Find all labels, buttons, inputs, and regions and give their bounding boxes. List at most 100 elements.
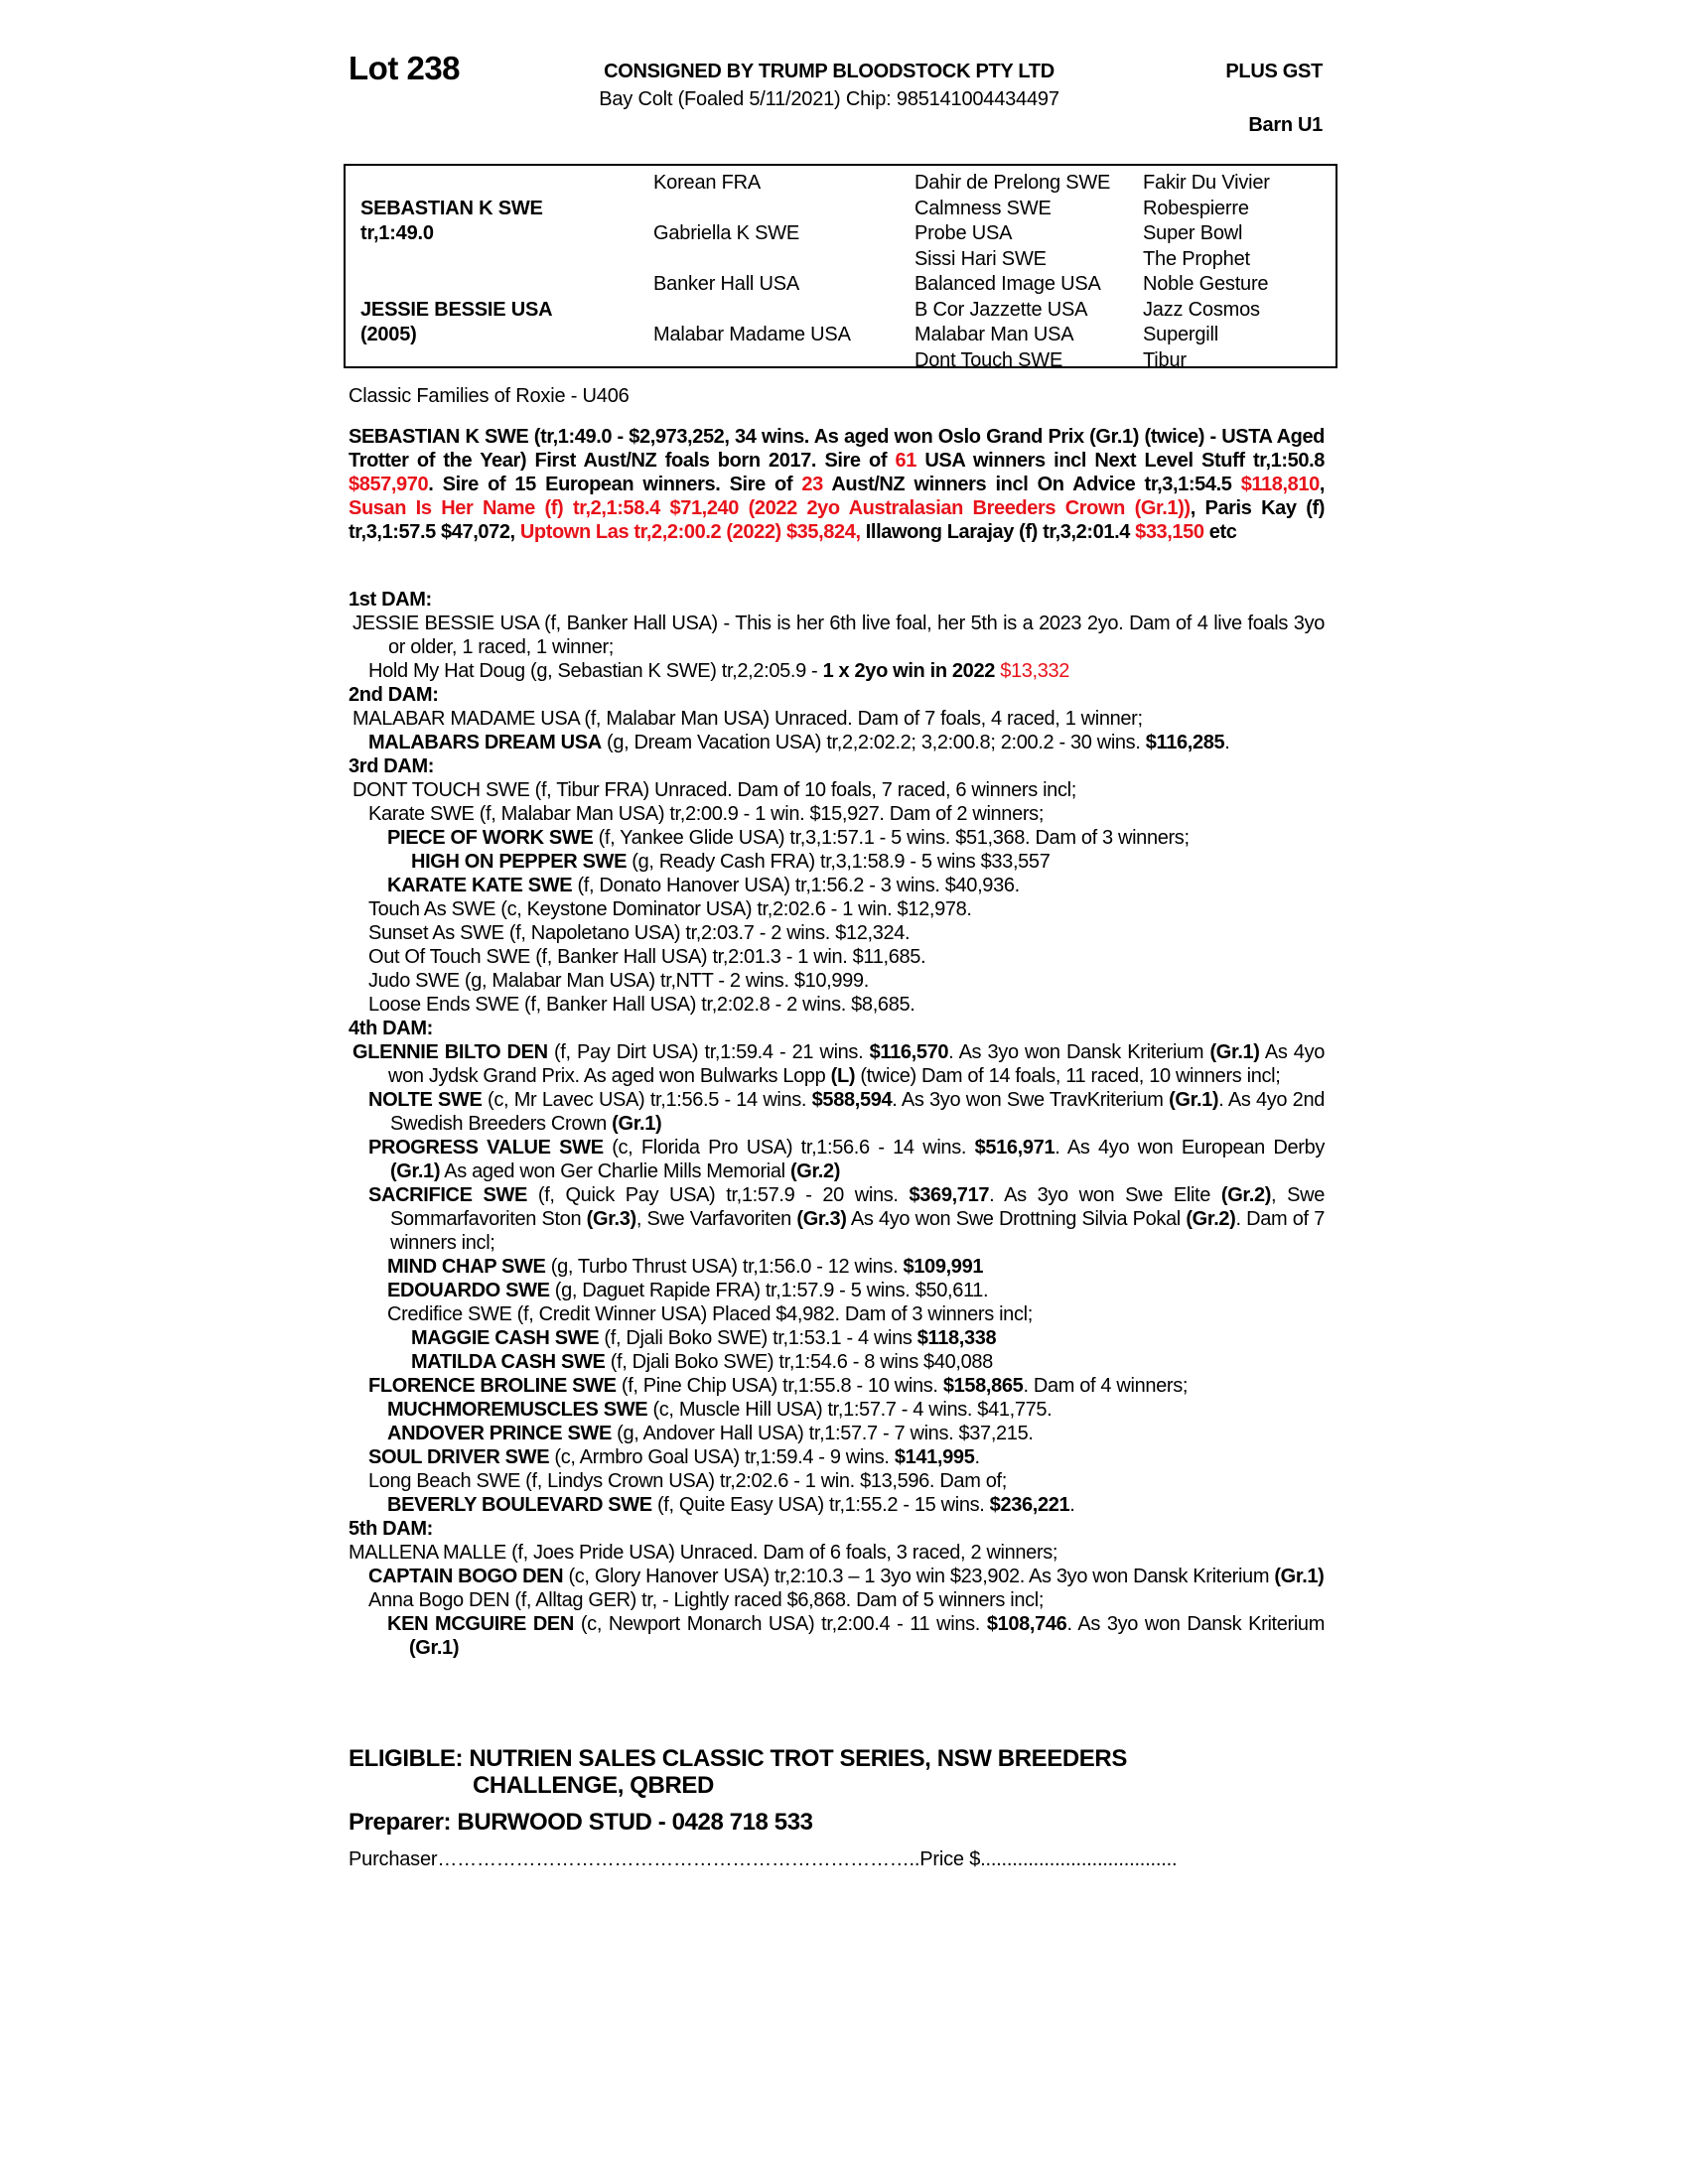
dam-entry: Hold My Hat Doug (g, Sebastian K SWE) tr… [349, 659, 1325, 683]
pedigree-gen3: Calmness SWE [914, 197, 1052, 219]
text-run: BEVERLY BOULEVARD SWE [387, 1494, 652, 1516]
text-run: (f, Djali Boko SWE) tr,1:53.1 - 4 wins [599, 1327, 917, 1349]
text-run: 23 [801, 474, 823, 495]
eligibility-line: CHALLENGE, QBRED [473, 1772, 714, 1799]
text-run: PIECE OF WORK SWE [387, 827, 594, 849]
dam-entry: EDOUARDO SWE (g, Daguet Rapide FRA) tr,1… [349, 1279, 1325, 1302]
text-run: etc [1203, 521, 1237, 543]
text-run: PROGRESS VALUE SWE [368, 1137, 604, 1159]
dam-entry: SACRIFICE SWE (f, Quick Pay USA) tr,1:57… [349, 1183, 1325, 1255]
text-run: Sunset As SWE (f, Napoletano USA) tr,2:0… [368, 922, 911, 944]
text-run: . [974, 1446, 980, 1468]
dam-entry: FLORENCE BROLINE SWE (f, Pine Chip USA) … [349, 1374, 1325, 1398]
text-run: MALABARS DREAM USA [368, 732, 602, 753]
text-run: $588,594 [811, 1089, 893, 1111]
text-run: DONT TOUCH SWE (f, Tibur FRA) Unraced. D… [352, 779, 1076, 801]
text-run: . [1069, 1494, 1075, 1516]
text-run: , Paris Kay (f) tr,3,1:57.5 $47,072, [349, 497, 1326, 543]
dam-heading: 5th DAM: [349, 1518, 433, 1540]
pedigree-gen2: Malabar Madame USA [653, 324, 851, 345]
eligibility: ELIGIBLE: NUTRIEN SALES CLASSIC TROT SER… [349, 1745, 1127, 1799]
text-run: (c, Newport Monarch USA) tr,2:00.4 - 11 … [574, 1613, 987, 1635]
text-run: . As 3yo won Dansk Kriterium [948, 1041, 1210, 1063]
text-run: EDOUARDO SWE [387, 1280, 550, 1301]
text-run: MIND CHAP SWE [387, 1256, 546, 1278]
text-run: (g, Daguet Rapide FRA) tr,1:57.9 - 5 win… [549, 1280, 989, 1301]
dam-entry: Credifice SWE (f, Credit Winner USA) Pla… [349, 1302, 1325, 1326]
dam-entry: ANDOVER PRINCE SWE (g, Andover Hall USA)… [349, 1422, 1325, 1445]
text-run: (Gr.2) [789, 1160, 841, 1182]
text-run: Hold My Hat Doug (g, Sebastian K SWE) tr… [368, 660, 823, 682]
purchaser-price-line: Purchaser………………………………………………………………..Price… [349, 1848, 1178, 1870]
text-run: $118,810 [1240, 474, 1321, 495]
pedigree-gen3: Dont Touch SWE [914, 348, 1063, 371]
dam-heading: 2nd DAM: [349, 684, 439, 706]
pedigree-gen3: Probe USA [914, 222, 1013, 244]
text-run: $516,971 [974, 1137, 1055, 1159]
dam-entry: Sunset As SWE (f, Napoletano USA) tr,2:0… [349, 921, 1325, 945]
text-run: (Gr.1) [612, 1113, 662, 1135]
dam-entry: Anna Bogo DEN (f, Alltag GER) tr, - Ligh… [349, 1588, 1325, 1612]
text-run: (Gr.1) [1169, 1089, 1219, 1111]
dam-entry: DONT TOUCH SWE (f, Tibur FRA) Unraced. D… [349, 778, 1325, 802]
text-run: As aged won Ger Charlie Mills Memorial [440, 1160, 790, 1182]
pedigree-gen3: Dahir de Prelong SWE [914, 172, 1111, 194]
text-run: $33,150 [1135, 521, 1204, 543]
text-run: KARATE KATE SWE [387, 875, 573, 896]
dam-entry: Judo SWE (g, Malabar Man USA) tr,NTT - 2… [349, 969, 1325, 993]
dam-entry: MIND CHAP SWE (g, Turbo Thrust USA) tr,1… [349, 1255, 1325, 1279]
dam-entry: MALABARS DREAM USA (g, Dream Vacation US… [349, 731, 1325, 754]
text-run: $236,221 [989, 1494, 1070, 1516]
sire-paragraph: SEBASTIAN K SWE (tr,1:49.0 - $2,973,252,… [349, 425, 1325, 544]
text-run: . As 3yo won Dansk Kriterium [1066, 1613, 1325, 1635]
pedigree-gen3: B Cor Jazzette USA [914, 298, 1088, 321]
dam-year: (2005) [360, 324, 417, 345]
pedigree-gen2: Banker Hall USA [653, 273, 800, 295]
sire-name: SEBASTIAN K SWE [360, 197, 543, 219]
text-run: $13,332 [1000, 660, 1070, 682]
dam-entry: JESSIE BESSIE USA (f, Banker Hall USA) -… [349, 612, 1325, 659]
pedigree-gen2: Korean FRA [653, 172, 762, 194]
text-run: 1 x 2yo win in 2022 [822, 660, 996, 682]
pedigree-gen4: Jazz Cosmos [1143, 298, 1260, 321]
dam-entry: GLENNIE BILTO DEN (f, Pay Dirt USA) tr,1… [349, 1040, 1325, 1088]
text-run: . As 3yo won Swe TravKriterium [892, 1089, 1170, 1111]
text-run: (Gr.1) [390, 1160, 441, 1182]
text-run: (Gr.3) [796, 1208, 847, 1230]
dam-entry: Loose Ends SWE (f, Banker Hall USA) tr,2… [349, 993, 1325, 1017]
text-run: $116,570 [869, 1041, 949, 1063]
text-run: MALABAR MADAME USA (f, Malabar Man USA) … [352, 708, 1143, 730]
text-run: Karate SWE (f, Malabar Man USA) tr,2:00.… [368, 803, 1045, 825]
text-run: Anna Bogo DEN (f, Alltag GER) tr, - Ligh… [368, 1589, 1045, 1611]
dam-entry: Touch As SWE (c, Keystone Dominator USA)… [349, 897, 1325, 921]
text-run: $109,991 [903, 1256, 984, 1278]
text-run: (c, Muscle Hill USA) tr,1:57.7 - 4 wins.… [647, 1399, 1053, 1421]
text-run: $158,865 [942, 1375, 1024, 1397]
text-run: (L) [830, 1065, 856, 1087]
text-run: MATILDA CASH SWE [411, 1351, 606, 1373]
barn-location: Barn U1 [1248, 114, 1323, 136]
horse-description: Bay Colt (Foaled 5/11/2021) Chip: 985141… [599, 88, 1059, 110]
text-run: SACRIFICE SWE [368, 1184, 528, 1206]
dam-entry: KEN MCGUIRE DEN (c, Newport Monarch USA)… [349, 1612, 1325, 1660]
pedigree-gen3: Sissi Hari SWE [914, 247, 1047, 270]
pedigree-gen4: Robespierre [1143, 197, 1249, 219]
text-run: (c, Mr Lavec USA) tr,1:56.5 - 14 wins. [482, 1089, 812, 1111]
pedigree-gen4: Super Bowl [1143, 222, 1243, 244]
text-run: , Swe Varfavoriten [635, 1208, 797, 1230]
pedigree-gen4: The Prophet [1143, 247, 1250, 270]
dam-entry: Karate SWE (f, Malabar Man USA) tr,2:00.… [349, 802, 1325, 826]
dam-entry: MALLENA MALLE (f, Joes Pride USA) Unrace… [349, 1541, 1325, 1565]
dam-entry: BEVERLY BOULEVARD SWE (f, Quite Easy USA… [349, 1493, 1325, 1517]
dam-heading: 1st DAM: [349, 589, 432, 611]
pedigree-gen4: Tibur [1143, 348, 1187, 371]
dam-entry: MAGGIE CASH SWE (f, Djali Boko SWE) tr,1… [349, 1326, 1325, 1350]
text-run: HIGH ON PEPPER SWE [411, 851, 628, 873]
dam-entry: Long Beach SWE (f, Lindys Crown USA) tr,… [349, 1469, 1325, 1493]
pedigree-gen4: Noble Gesture [1143, 273, 1269, 295]
text-run: (f, Quick Pay USA) tr,1:57.9 - 20 wins. [527, 1184, 910, 1206]
dam-entry: MATILDA CASH SWE (f, Djali Boko SWE) tr,… [349, 1350, 1325, 1374]
pedigree-table: SEBASTIAN K SWE tr,1:49.0 JESSIE BESSIE US… [344, 164, 1337, 371]
text-run: As 4yo won Jydsk Grand Prix. As aged won… [388, 1041, 1325, 1087]
dam-entry: CAPTAIN BOGO DEN (c, Glory Hanover USA) … [349, 1565, 1325, 1588]
